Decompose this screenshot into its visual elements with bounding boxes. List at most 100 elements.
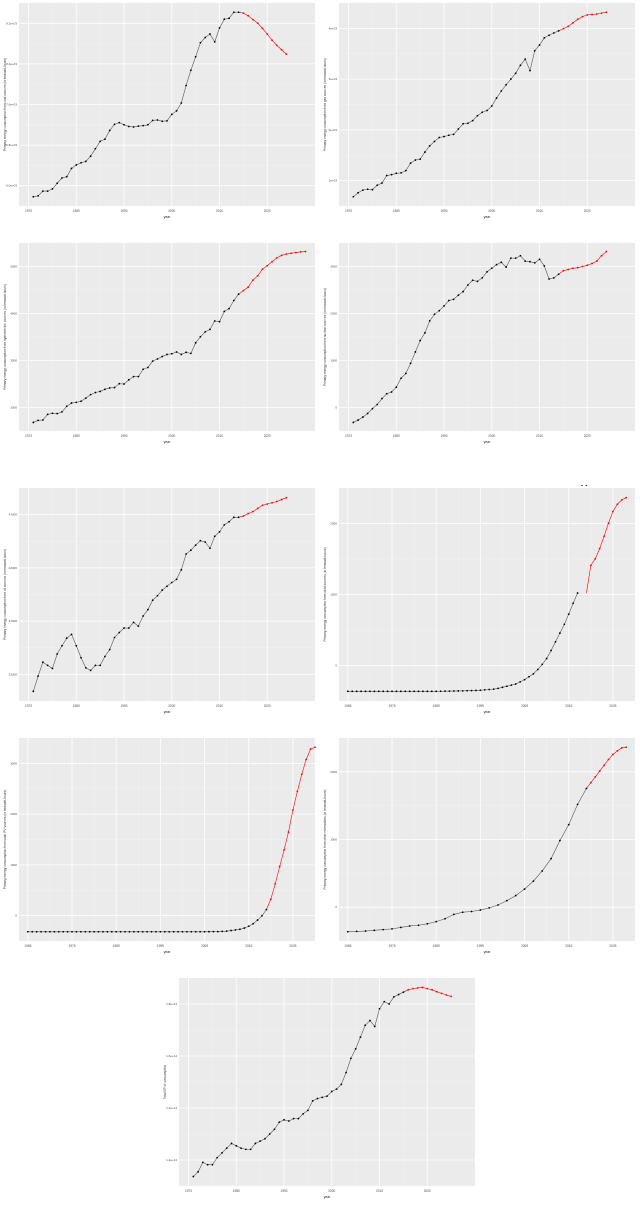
observed-point	[213, 40, 216, 43]
observed-point	[175, 578, 178, 581]
observed-point	[175, 351, 178, 353]
x-tick-label: 1990	[440, 209, 447, 213]
observed-point	[118, 382, 121, 385]
observed-point	[419, 158, 422, 161]
y-tick-label: 1.6e+14	[166, 1054, 177, 1058]
forecast-point	[299, 250, 302, 253]
observed-point	[519, 64, 522, 67]
observed-point	[548, 278, 550, 280]
observed-point	[524, 58, 527, 61]
observed-point	[46, 664, 49, 667]
observed-point	[151, 119, 154, 122]
observed-point	[204, 330, 207, 333]
observed-point	[194, 930, 197, 933]
observed-point	[335, 1088, 338, 1090]
forecast-point	[271, 501, 273, 504]
y-tick-label: 0	[335, 905, 337, 909]
observed-point	[213, 535, 216, 538]
x-tick-label: 2010	[536, 434, 543, 438]
forecast-point	[600, 254, 603, 257]
observed-point	[273, 1128, 276, 1131]
y-tick-label: 4000	[10, 312, 17, 316]
observed-point	[567, 613, 570, 616]
forecast-point	[426, 987, 429, 990]
observed-point	[452, 133, 455, 136]
observed-point	[170, 113, 173, 116]
observed-point	[357, 419, 359, 421]
observed-point	[311, 1100, 314, 1102]
observed-point	[31, 930, 34, 933]
observed-point	[533, 261, 536, 264]
x-tick-label: 2010	[536, 209, 543, 213]
forecast-point	[589, 564, 592, 567]
observed-point	[123, 627, 125, 629]
observed-point	[97, 930, 100, 933]
observed-point	[567, 823, 570, 826]
forecast-point	[285, 253, 288, 255]
forecast-point	[252, 510, 254, 513]
forecast-point	[283, 849, 285, 851]
forecast-point	[271, 39, 273, 42]
x-tick-label: 2010	[216, 209, 223, 213]
observed-line	[33, 11, 239, 198]
observed-point	[283, 1118, 285, 1121]
observed-point	[558, 632, 561, 634]
forecast-line	[586, 497, 627, 594]
observed-point	[554, 640, 557, 643]
observed-point	[99, 390, 102, 393]
observed-point	[395, 690, 398, 693]
observed-point	[161, 120, 164, 123]
observed-point	[543, 36, 546, 39]
observed-point	[84, 397, 87, 400]
y-tick-label: 1000	[330, 593, 337, 597]
observed-point	[424, 331, 426, 334]
forecast-point	[586, 13, 589, 16]
forecast-point	[594, 557, 597, 560]
observed-point	[168, 930, 171, 933]
observed-point	[430, 690, 433, 693]
observed-point	[228, 17, 230, 20]
observed-point	[486, 109, 488, 112]
observed-point	[230, 1142, 233, 1145]
observed-point	[369, 690, 371, 693]
observed-point	[49, 930, 51, 933]
observed-point	[84, 930, 87, 933]
x-tick-label: 2025	[609, 944, 616, 948]
observed-point	[497, 687, 499, 690]
observed-point	[495, 97, 498, 99]
x-tick-label: 2000	[488, 209, 495, 213]
observed-point	[237, 293, 240, 296]
forecast-point	[274, 882, 277, 885]
observed-point	[254, 1142, 257, 1145]
observed-point	[408, 925, 411, 927]
observed-point	[213, 320, 216, 322]
y-axis-label: Primary energy consumption from gas sour…	[323, 58, 327, 151]
observed-point	[354, 1048, 357, 1050]
forecast-point	[275, 256, 278, 259]
observed-point	[492, 688, 495, 691]
y-tick-label: 1e+03	[329, 179, 338, 183]
observed-point	[84, 667, 87, 669]
observed-point	[287, 1120, 290, 1122]
x-tick-label: 1975	[388, 944, 395, 948]
observed-point	[426, 922, 429, 925]
observed-point	[366, 412, 369, 415]
x-axis-label: year	[164, 215, 172, 219]
observed-point	[197, 1170, 199, 1173]
observed-point	[137, 930, 140, 933]
y-tick-label: 1000	[330, 359, 337, 363]
observed-point	[392, 996, 395, 998]
observed-point	[444, 690, 446, 693]
y-tick-label: 0	[15, 914, 17, 918]
observed-point	[399, 926, 402, 929]
forecast-point	[416, 987, 419, 989]
observed-point	[209, 33, 211, 35]
observed-point	[360, 690, 362, 693]
forecast-point	[242, 515, 245, 517]
observed-point	[409, 362, 412, 365]
observed-point	[346, 690, 349, 693]
x-tick-label: 1985	[433, 944, 440, 948]
observed-point	[180, 102, 183, 104]
observed-point	[538, 258, 541, 261]
x-tick-label: 1980	[393, 209, 400, 213]
